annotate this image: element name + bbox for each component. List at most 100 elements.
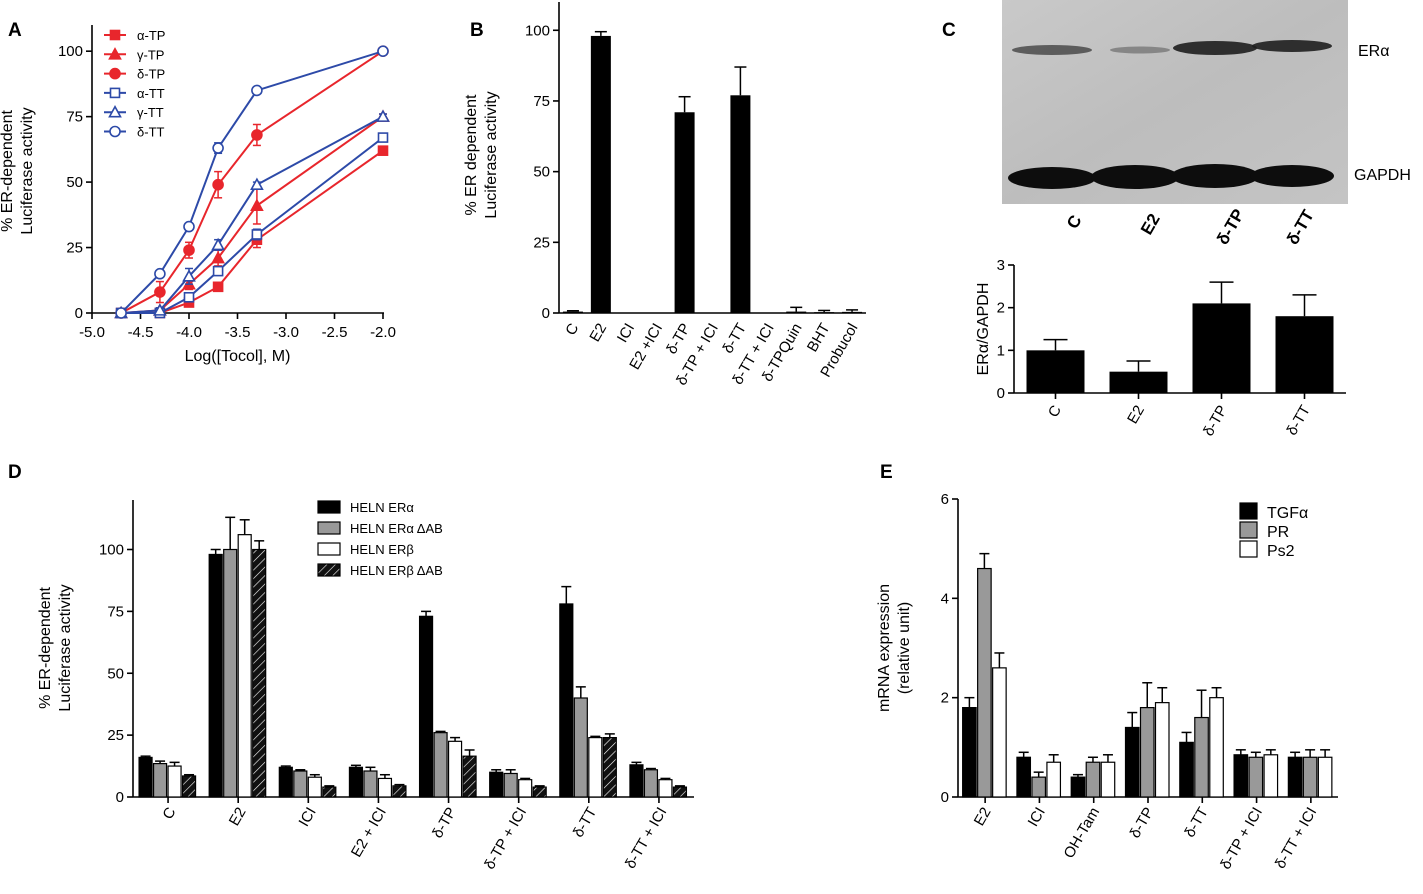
bar-ps2-ici [1046,761,1062,798]
bar-tgf-tp-ici [1233,754,1249,798]
bar-heln-er-tt-ici [658,779,673,798]
y-tick-label: 0 [75,305,83,322]
bar-heln-er-ab-ici [322,786,337,798]
bar-e2 [1109,371,1168,393]
bar-ps2-tp-ici [1263,754,1279,798]
legend-swatch [317,521,341,535]
y-tick-label: 4 [941,590,949,607]
bar-heln-er-ab-c [181,775,197,798]
x-tick-label: δ-TT + ICI [622,805,671,872]
legend-label: γ-TT [137,105,164,120]
series-tt [115,45,389,319]
panel-e-grouped-bar-chart: 0 2 4 6 E2 ICI OH-Tam δ-TP δ-TT δ-TP + ICI δ-TT + … [876,491,1338,872]
bar-heln-er-c [167,765,182,798]
legend: TGFα PR Ps2 [1239,502,1308,560]
legend-label: α-TT [137,86,165,101]
data-point [212,142,224,154]
bar-heln-er-ici [278,766,293,798]
series-line [121,115,384,314]
western-blot: ERα GAPDH C E2 δ-TP δ-TT [1002,0,1411,248]
y-tick-label: 100 [99,542,124,559]
legend-label: HELN ERβ ΔAB [350,563,443,578]
data-point [154,267,166,280]
panel-label-d: D [8,462,22,483]
data-point [251,229,263,240]
panel-a-line-chart: 0 25 50 75 100 -5.0 -4.5 -4.0 -3.5 -3.0 -2.5 -2.0 Lo… [0,25,396,365]
data-point [250,198,264,211]
y-tick-label: 6 [941,491,949,508]
data-point [251,129,263,141]
legend-label: HELN ERα ΔAB [350,521,443,536]
panel-label-e: E [880,462,893,483]
x-tick-label: δ-TP [429,805,460,842]
bar-c [562,311,583,313]
legend: α-TP γ-TP δ-TP α-TT γ-TT δ-TT [104,28,165,140]
data-point [377,132,389,143]
bar-heln-er-tp [418,615,434,798]
bar-heln-er-ab-c [152,762,168,798]
legend-swatch [317,563,341,577]
y-axis-title: (relative unit) [896,602,913,694]
x-tick-label: C [562,320,582,338]
x-tick-label: -4.5 [128,324,154,341]
data-point [115,307,127,319]
data-point [377,45,389,57]
bar-heln-er-ab-tt [602,736,617,798]
bar-heln-er-tt [559,603,574,798]
bar-tp [674,112,695,313]
y-axis-title: Luciferase activity [483,91,500,218]
x-tick-label: δ-TP [1200,403,1231,440]
bar-pr-e2 [977,567,992,798]
y-tick-label: 2 [997,300,1005,317]
x-tick-label: δ-TP + ICI [481,805,530,873]
y-tick-label: 25 [66,240,83,257]
legend-swatch [317,500,341,514]
x-tick-label: δ-TT [570,805,601,841]
bar-heln-er-e2-ici [348,766,364,798]
data-point [212,265,224,277]
bar-tgf-oh-tam [1070,776,1086,798]
data-point [153,303,167,316]
y-tick-label: 0 [116,789,124,806]
x-tick-label: E2 [226,805,250,829]
y-tick-label: 1 [997,342,1005,359]
x-tick-label: -2.5 [322,324,348,341]
x-tick-label: OH-Tam [1061,805,1104,862]
x-tick-label: δ-TT [1283,403,1314,439]
y-tick-label: 50 [107,665,124,682]
x-tick-label: -2.0 [370,324,396,341]
bar-tt [730,95,751,313]
bar-heln-er-c [138,756,153,798]
bar-tpquin [786,311,807,313]
x-tick-label: -5.0 [79,324,105,341]
legend-marker [109,125,121,138]
x-axis-title: Log([Tocol], M) [185,348,291,365]
bar-ps2-tt [1209,697,1224,798]
bar-tgf-tt-ici [1287,756,1303,798]
y-axis-title: % ER-dependent [0,110,16,232]
y-tick-label: 75 [533,93,550,110]
bar-pr-tt [1194,716,1209,798]
blot-label-gapdh: GAPDH [1354,167,1411,184]
y-axis-title: Luciferase activity [19,107,36,234]
bar-ps2-oh-tam [1100,761,1116,798]
panel-label-c: C [942,20,956,41]
data-point [377,145,389,156]
bar-heln-er-ab-tp-ici [503,772,518,798]
y-tick-label: 25 [533,234,550,251]
blot-band-gapdh-dtp [1171,164,1259,188]
legend-label: HELN ERβ [350,542,414,557]
data-point [212,178,224,191]
x-tick-label: -4.0 [176,324,202,341]
y-axis-title: mRNA expression [876,584,893,712]
data-point [250,177,264,191]
blot-band-gapdh-dtt [1250,165,1334,187]
legend-label: PR [1267,524,1289,541]
legend-label: δ-TP [137,67,165,82]
blot-lane-c: C [1063,212,1086,232]
data-point [211,237,225,251]
blot-lane-dtt: δ-TT [1283,206,1318,248]
data-point [211,250,225,264]
y-tick-label: 100 [58,43,83,60]
data-point [183,220,195,233]
